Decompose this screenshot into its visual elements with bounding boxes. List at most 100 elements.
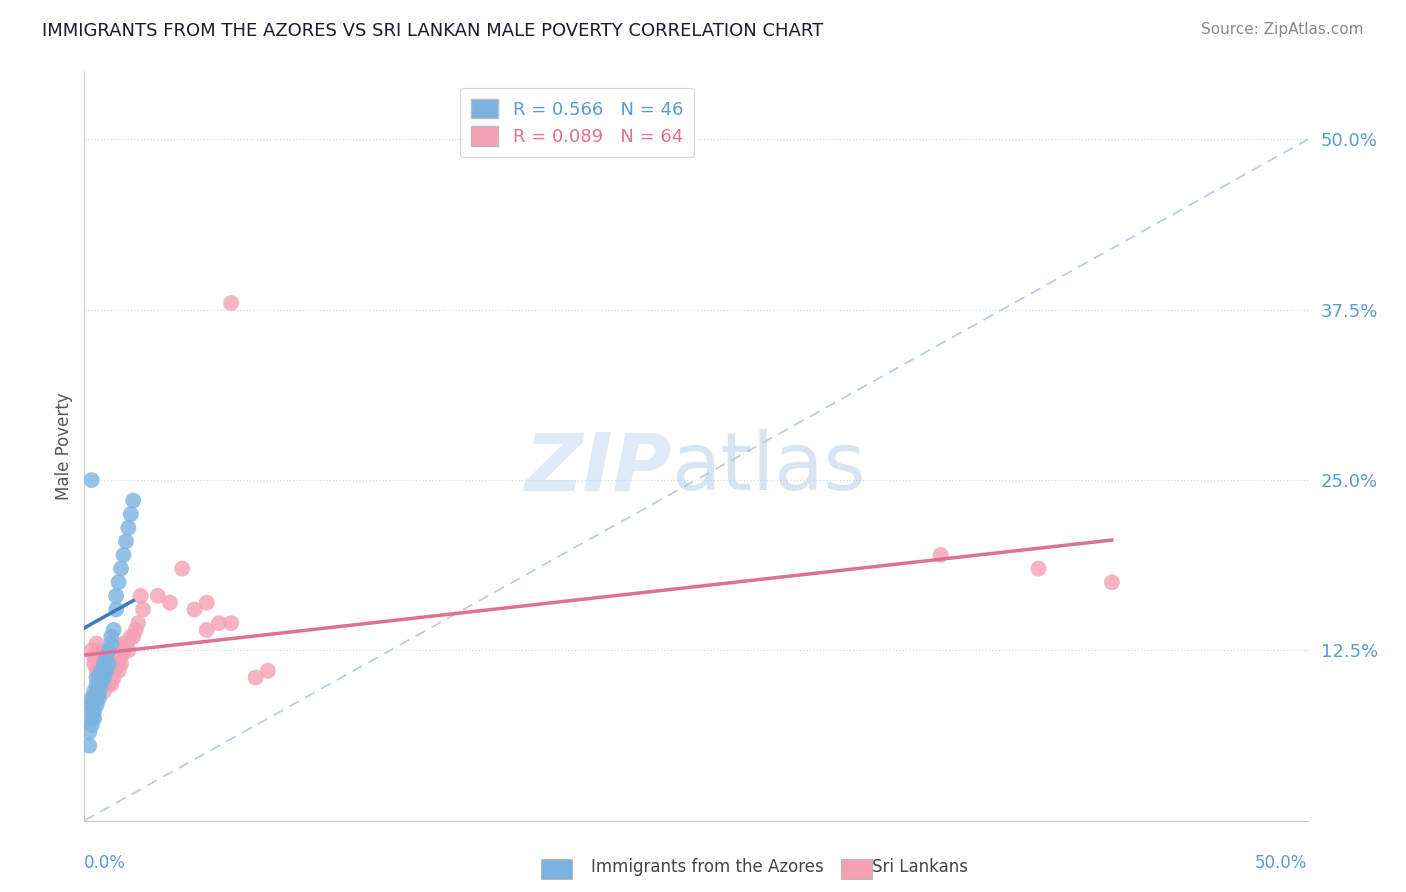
Point bbox=[105, 589, 128, 603]
Point bbox=[90, 677, 112, 691]
Point bbox=[90, 671, 112, 685]
Point bbox=[117, 521, 139, 535]
Point bbox=[132, 602, 155, 616]
Point bbox=[93, 664, 115, 678]
Point bbox=[93, 684, 115, 698]
Point bbox=[83, 705, 105, 719]
Point bbox=[97, 677, 120, 691]
Point bbox=[93, 657, 115, 671]
Point bbox=[115, 534, 138, 549]
Point bbox=[146, 589, 169, 603]
Point bbox=[83, 684, 105, 698]
Point bbox=[86, 691, 108, 706]
Point bbox=[110, 657, 132, 671]
Point bbox=[112, 548, 135, 562]
Point bbox=[86, 671, 108, 685]
Point bbox=[97, 657, 120, 671]
Point bbox=[105, 602, 128, 616]
Point bbox=[87, 671, 110, 685]
Point bbox=[86, 684, 108, 698]
Point bbox=[80, 643, 103, 657]
Text: ZIP: ZIP bbox=[524, 429, 672, 508]
Point bbox=[100, 677, 122, 691]
Text: Sri Lankans: Sri Lankans bbox=[872, 858, 967, 876]
Point bbox=[105, 657, 128, 671]
Point bbox=[86, 657, 108, 671]
Point bbox=[97, 671, 120, 685]
Point bbox=[87, 664, 110, 678]
Point bbox=[86, 650, 108, 665]
Point bbox=[159, 596, 181, 610]
Point bbox=[90, 671, 112, 685]
Point bbox=[96, 671, 118, 685]
Text: Immigrants from the Azores: Immigrants from the Azores bbox=[591, 858, 824, 876]
Text: 0.0%: 0.0% bbox=[84, 855, 127, 872]
Point bbox=[183, 602, 205, 616]
Point bbox=[107, 657, 129, 671]
Point bbox=[80, 711, 103, 725]
Point bbox=[120, 507, 142, 521]
Point bbox=[100, 671, 122, 685]
Point bbox=[120, 630, 142, 644]
Point bbox=[87, 671, 110, 685]
Point bbox=[80, 698, 103, 712]
Text: IMMIGRANTS FROM THE AZORES VS SRI LANKAN MALE POVERTY CORRELATION CHART: IMMIGRANTS FROM THE AZORES VS SRI LANKAN… bbox=[42, 22, 824, 40]
Point bbox=[96, 677, 118, 691]
Point bbox=[80, 473, 103, 487]
Point bbox=[97, 664, 120, 678]
Point bbox=[83, 698, 105, 712]
Point bbox=[1028, 561, 1050, 575]
Point bbox=[110, 650, 132, 665]
Text: 50.0%: 50.0% bbox=[1256, 855, 1308, 872]
Point bbox=[93, 671, 115, 685]
Point bbox=[87, 684, 110, 698]
Point bbox=[245, 671, 267, 685]
Point bbox=[97, 643, 120, 657]
Point bbox=[107, 664, 129, 678]
Point bbox=[90, 677, 112, 691]
Point bbox=[122, 493, 145, 508]
Point bbox=[96, 664, 118, 678]
Point bbox=[929, 548, 952, 562]
Point bbox=[87, 643, 110, 657]
Point bbox=[90, 664, 112, 678]
Point bbox=[90, 664, 112, 678]
Text: Source: ZipAtlas.com: Source: ZipAtlas.com bbox=[1201, 22, 1364, 37]
Point bbox=[97, 657, 120, 671]
Point bbox=[112, 636, 135, 650]
Point bbox=[86, 664, 108, 678]
Point bbox=[77, 739, 100, 753]
Point bbox=[1101, 575, 1123, 590]
Point bbox=[219, 616, 242, 631]
Point bbox=[87, 677, 110, 691]
Point bbox=[77, 725, 100, 739]
Point bbox=[90, 657, 112, 671]
Point bbox=[110, 561, 132, 575]
Point bbox=[83, 650, 105, 665]
Point bbox=[100, 630, 122, 644]
Point bbox=[90, 650, 112, 665]
Point bbox=[172, 561, 194, 575]
Point bbox=[100, 664, 122, 678]
Point bbox=[80, 691, 103, 706]
Point bbox=[115, 636, 138, 650]
Point bbox=[86, 677, 108, 691]
Point bbox=[83, 657, 105, 671]
Point bbox=[103, 664, 125, 678]
Point bbox=[93, 664, 115, 678]
Point bbox=[257, 664, 280, 678]
Point bbox=[219, 296, 242, 310]
Point bbox=[195, 596, 218, 610]
Point bbox=[112, 643, 135, 657]
Point bbox=[127, 616, 149, 631]
Point bbox=[96, 650, 118, 665]
Point bbox=[103, 671, 125, 685]
Text: atlas: atlas bbox=[672, 429, 866, 508]
Point bbox=[87, 657, 110, 671]
Point bbox=[100, 636, 122, 650]
Point bbox=[86, 636, 108, 650]
Point bbox=[93, 671, 115, 685]
Point bbox=[122, 630, 145, 644]
Point bbox=[129, 589, 152, 603]
Point bbox=[208, 616, 231, 631]
